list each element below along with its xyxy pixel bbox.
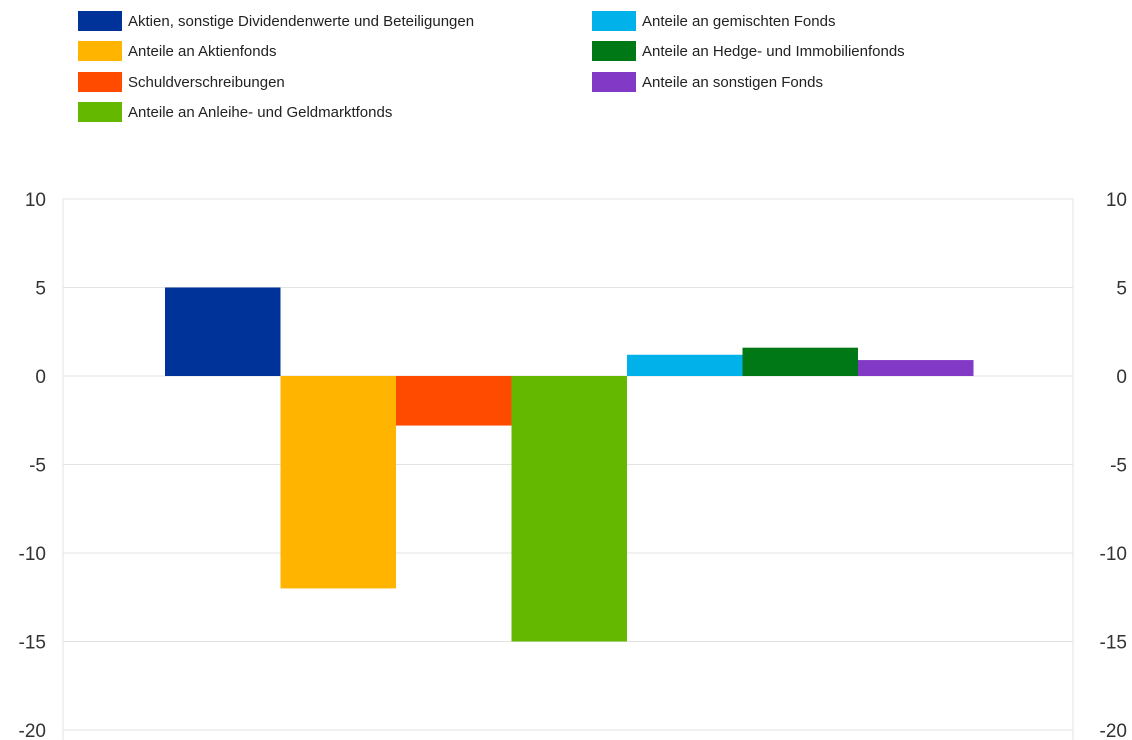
bars: [165, 287, 974, 642]
y-tick-label-left: 10: [25, 190, 46, 211]
legend-label: Anteile an Anleihe- und Geldmarktfonds: [128, 103, 393, 121]
legend-item-anleihefonds: Anteile an Anleihe- und Geldmarktfonds: [78, 101, 392, 123]
y-axis-left: 10 5 0 -5 -10 -15 -20: [19, 190, 46, 740]
y-tick-label-left: -10: [19, 544, 46, 565]
legend-label: Anteile an sonstigen Fonds: [642, 73, 823, 91]
y-tick-label-left: 0: [35, 367, 46, 388]
y-tick-label-left: -15: [19, 633, 46, 654]
y-tick-label-left: -5: [29, 456, 46, 477]
legend-swatch: [78, 41, 122, 61]
y-tick-label-left: -20: [19, 721, 46, 740]
legend-swatch: [592, 11, 636, 31]
legend-label: Aktien, sonstige Dividendenwerte und Bet…: [128, 12, 475, 30]
legend-label: Anteile an Hedge- und Immobilienfonds: [642, 42, 905, 60]
y-tick-label-right: 5: [1116, 279, 1127, 300]
y-tick-label-left: 5: [35, 279, 46, 300]
legend-item-gemischte-fonds: Anteile an gemischten Fonds: [592, 10, 835, 32]
bar-2: [280, 376, 396, 589]
bar-4: [511, 376, 627, 642]
legend-item-schuldverschreibungen: Schuldverschreibungen: [78, 71, 285, 93]
y-tick-label-right: -15: [1100, 633, 1127, 654]
legend-label: Schuldverschreibungen: [128, 73, 285, 91]
y-tick-label-right: 10: [1106, 190, 1127, 211]
bar-5: [627, 354, 743, 376]
legend-label: Anteile an Aktienfonds: [128, 42, 277, 60]
legend-item-sonstige-fonds: Anteile an sonstigen Fonds: [592, 71, 823, 93]
legend-item-aktienfonds: Anteile an Aktienfonds: [78, 40, 276, 62]
legend-swatch: [592, 72, 636, 92]
chart-legend: Aktien, sonstige Dividendenwerte und Bet…: [78, 8, 1078, 128]
legend-label: Anteile an gemischten Fonds: [642, 12, 836, 30]
bar-chart: 10 5 0 -5 -10 -15 -20 10 5 0 -5 -10 -15 -20: [19, 190, 1127, 740]
bar-3: [396, 376, 512, 426]
y-axis-right: 10 5 0 -5 -10 -15 -20: [1100, 190, 1127, 740]
y-tick-label-right: -10: [1100, 544, 1127, 565]
y-tick-label-right: -20: [1100, 721, 1127, 740]
legend-swatch: [78, 11, 122, 31]
legend-swatch: [78, 102, 122, 122]
bar-7: [858, 360, 974, 376]
legend-item-aktien: Aktien, sonstige Dividendenwerte und Bet…: [78, 10, 474, 32]
y-tick-label-right: 0: [1116, 367, 1127, 388]
bar-1: [165, 287, 281, 376]
y-tick-label-right: -5: [1110, 456, 1127, 477]
legend-swatch: [78, 72, 122, 92]
legend-swatch: [592, 41, 636, 61]
legend-item-hedgefonds: Anteile an Hedge- und Immobilienfonds: [592, 40, 905, 62]
bar-6: [742, 347, 858, 376]
